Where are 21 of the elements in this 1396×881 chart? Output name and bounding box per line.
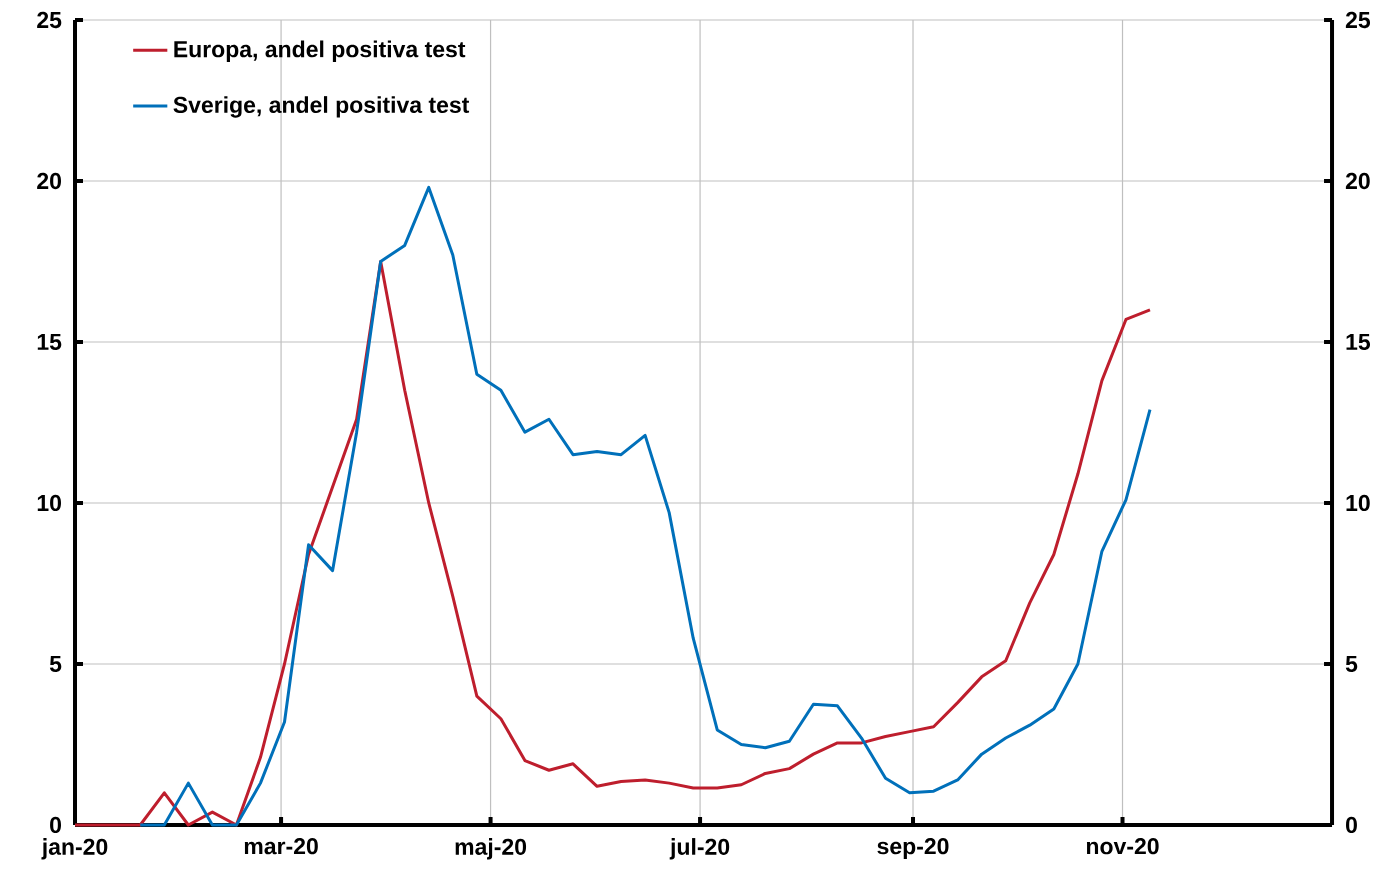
- x-tick-label: jan-20: [41, 838, 108, 860]
- y2-tick-label: 20: [1345, 172, 1370, 190]
- y-tick-label: 15: [37, 333, 62, 351]
- y2-tick-label: 5: [1345, 655, 1358, 673]
- y2-tick-label: 25: [1345, 11, 1371, 29]
- x-tick-label: sep-20: [877, 838, 949, 859]
- y2-tick-label: 15: [1346, 333, 1371, 351]
- y2-tick-label: 0: [1346, 816, 1357, 834]
- x-tick-label: mar-20: [244, 838, 318, 855]
- x-tick-label: maj-20: [455, 838, 527, 860]
- y-tick-label: 20: [37, 172, 61, 190]
- y-tick-label: 25: [37, 11, 62, 29]
- y-tick-label: 10: [37, 494, 61, 512]
- x-tick-label: jul-20: [669, 838, 730, 860]
- legend-label: Europa, andel positiva test: [174, 40, 466, 62]
- x-tick-label: nov-20: [1086, 838, 1159, 855]
- y-tick-label: 0: [50, 816, 62, 834]
- line-series: [138, 185, 1152, 827]
- y-tick-label: 5: [49, 655, 62, 673]
- y2-tick-label: 10: [1346, 494, 1370, 512]
- legend-label: Sverige, andel positiva test: [173, 96, 470, 118]
